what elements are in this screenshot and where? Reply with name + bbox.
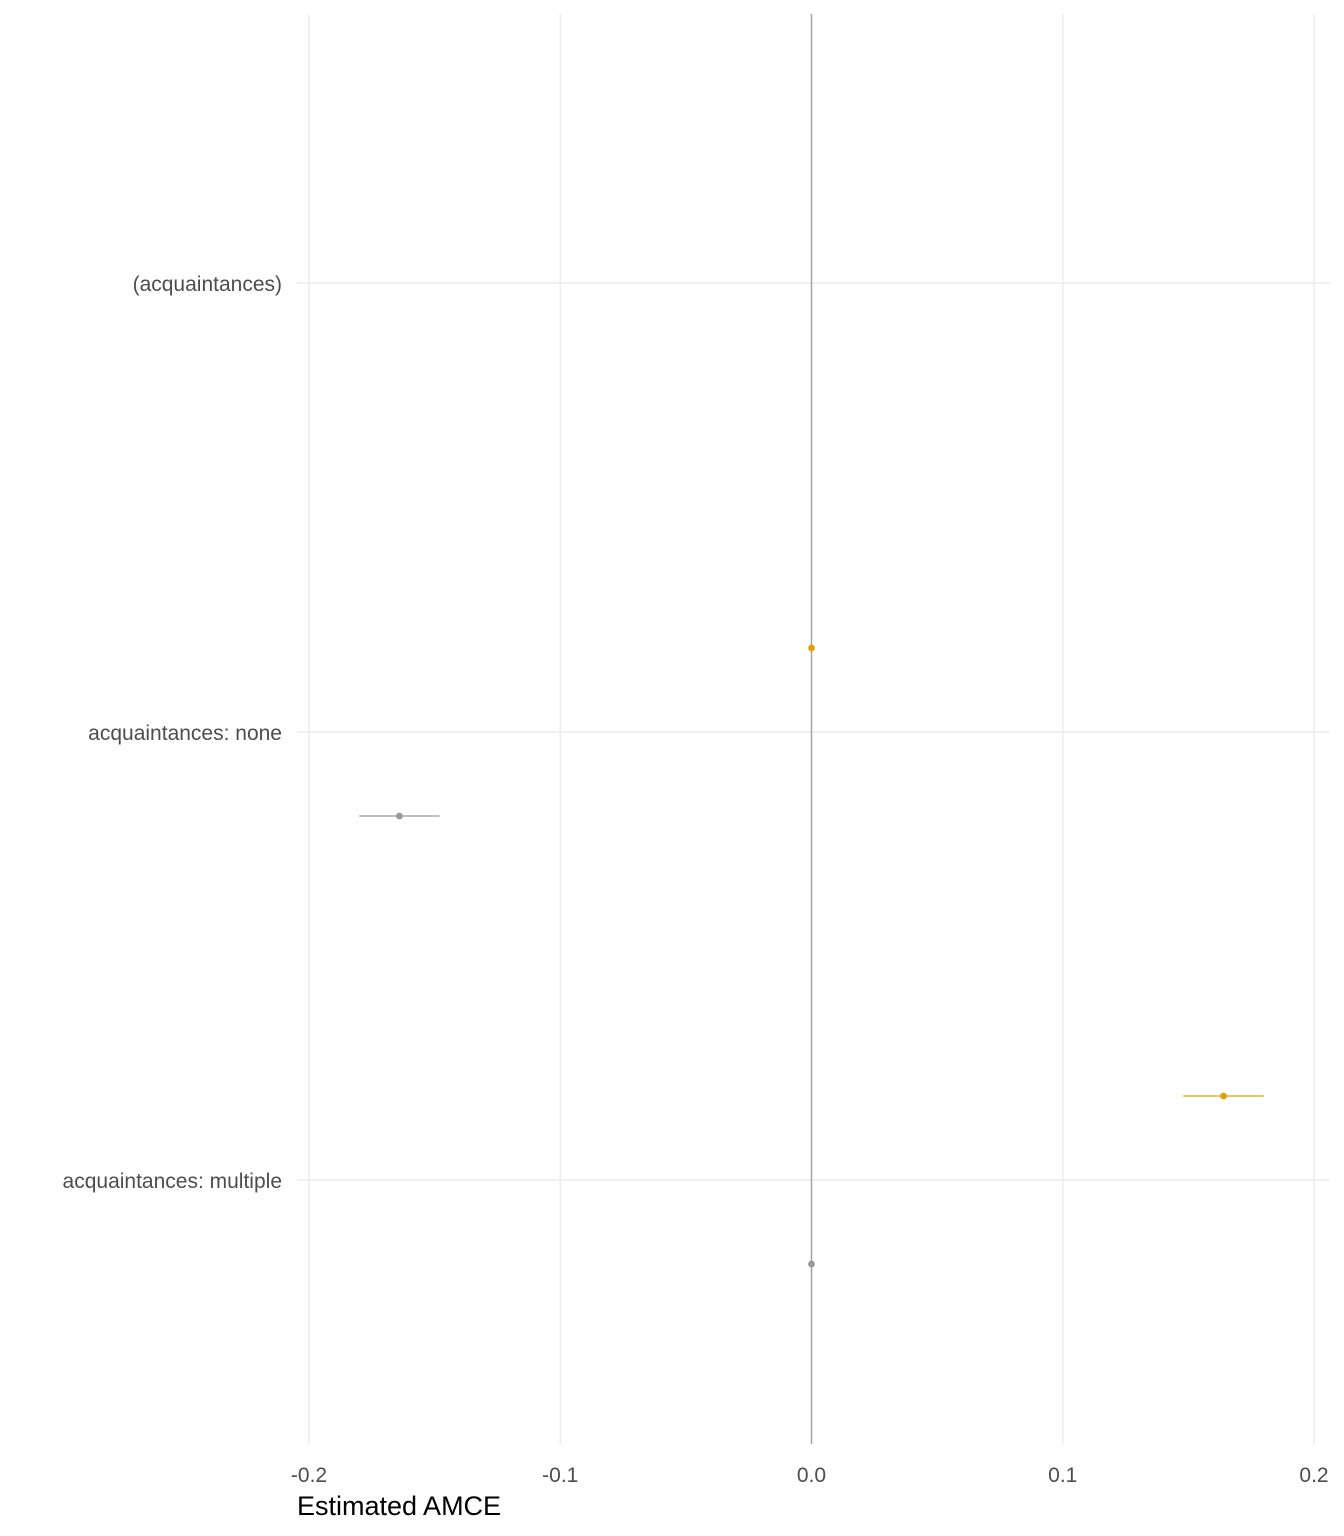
data-point (396, 812, 403, 820)
y-tick-label: acquaintances: multiple (63, 1170, 282, 1193)
x-tick-label: 0.1 (1048, 1464, 1077, 1487)
x-tick-label: 0.0 (797, 1464, 826, 1487)
x-tick-label: -0.2 (291, 1464, 327, 1487)
x-axis-title: Estimated AMCE (297, 1491, 501, 1521)
x-tick-label: -0.1 (542, 1464, 578, 1487)
y-tick-label: acquaintances: none (88, 722, 282, 745)
points (359, 644, 1264, 1268)
data-point (808, 1260, 815, 1268)
labels: (acquaintances) acquaintances: none acquai… (63, 273, 1329, 1487)
data-point (1220, 1092, 1227, 1100)
grid (297, 14, 1330, 1444)
x-tick-label: 0.2 (1299, 1464, 1328, 1487)
data-point (808, 644, 815, 652)
y-tick-label: (acquaintances) (133, 273, 282, 296)
